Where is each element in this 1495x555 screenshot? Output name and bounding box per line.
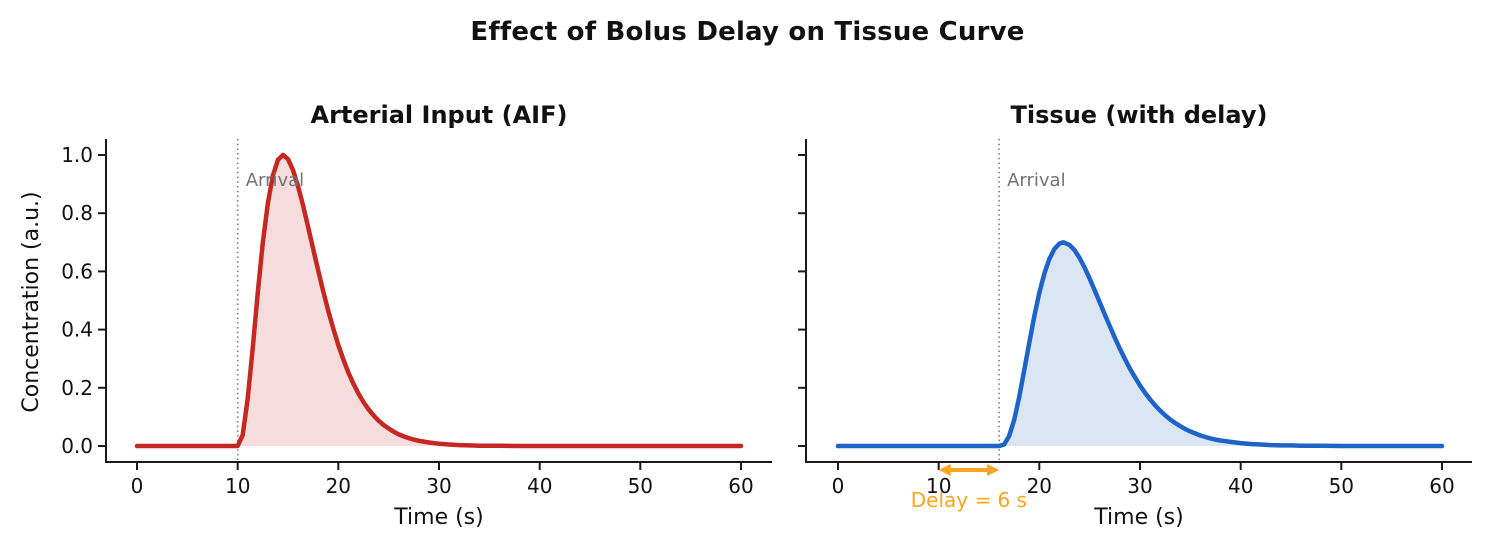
tissue-plot-group: 0 10 20 30 40 50 60 Arrival Delay = 6 s [798,139,1472,512]
x-tick-label: 30 [1127,474,1152,498]
x-tick-label: 60 [728,474,753,498]
tissue-area-fill [838,242,1442,446]
aif-x-axis-label: Time (s) [394,505,484,530]
x-tick-label: 0 [832,474,845,498]
y-tick-label: 0.4 [61,318,93,342]
y-tick-label: 0.2 [61,376,93,400]
aif-arrival-label: Arrival [246,170,304,191]
x-tick-label: 40 [1228,474,1253,498]
tissue-x-axis-label: Time (s) [1094,505,1184,530]
tissue-curve [835,240,1445,449]
x-tick-label: 40 [527,474,552,498]
tissue-subplot-title: Tissue (with delay) [1010,101,1268,129]
aif-plot-group: 0 10 20 30 40 50 60 0.0 0.2 0.4 0.6 0.8 1.0 Arrival [61,139,772,498]
delay-arrow-right-head [987,464,1000,476]
aif-subplot-title: Arterial Input (AIF) [310,101,568,129]
y-tick-label: 1.0 [61,143,93,167]
x-tick-label: 20 [326,474,351,498]
delay-annotation-label: Delay = 6 s [911,488,1027,512]
y-tick-label: 0.6 [61,259,93,283]
x-tick-label: 60 [1429,474,1454,498]
figure-title: Effect of Bolus Delay on Tissue Curve [470,17,1025,47]
x-tick-label: 50 [628,474,653,498]
x-tick-label: 0 [131,474,144,498]
x-tick-label: 10 [225,474,250,498]
y-tick-label: 0.8 [61,201,93,225]
tissue-arrival-label: Arrival [1007,170,1065,191]
aif-curve [134,152,744,449]
aif-area-fill [137,155,741,446]
x-tick-label: 50 [1329,474,1354,498]
x-tick-label: 10 [926,474,951,498]
x-tick-label: 30 [426,474,451,498]
delay-arrow-left-head [938,464,951,476]
x-tick-label: 20 [1027,474,1052,498]
y-tick-label: 0.0 [61,434,93,458]
